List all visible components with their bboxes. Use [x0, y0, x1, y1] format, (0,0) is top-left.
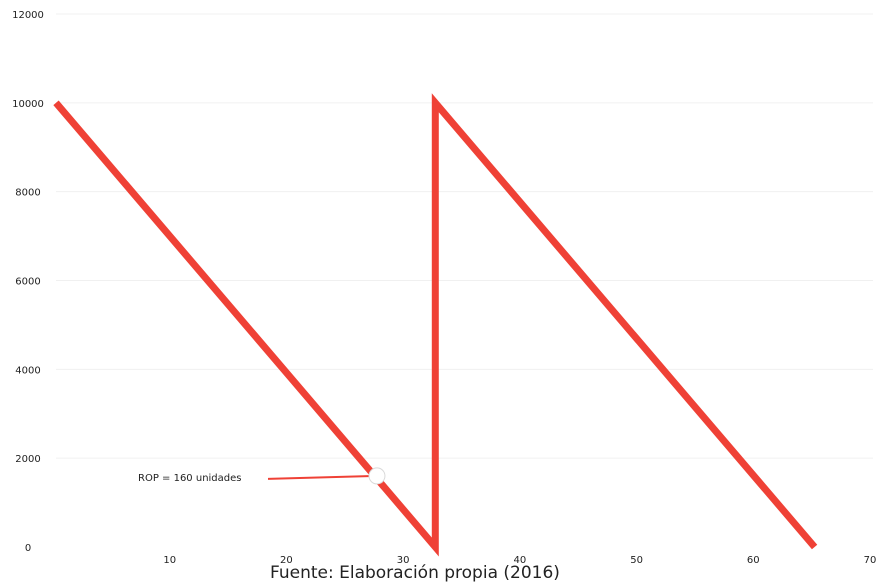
rop-annotation: ROP = 160 unidades — [138, 467, 386, 485]
y-tick-label: 8000 — [15, 188, 40, 199]
annotation-label: ROP = 160 unidades — [138, 473, 242, 484]
inventory-line — [53, 93, 818, 557]
x-tick-label: 50 — [630, 555, 643, 566]
source-caption: Fuente: Elaboración propia (2016) — [270, 563, 560, 583]
x-tick-label: 20 — [280, 555, 293, 566]
series-layer — [53, 93, 818, 557]
x-tick-label: 60 — [747, 555, 760, 566]
y-tick-label: 0 — [25, 543, 31, 554]
y-tick-label: 6000 — [15, 277, 40, 288]
y-axis-ticks: 0 2000 4000 6000 8000 10000 12000 — [12, 10, 44, 554]
x-axis-ticks: 10 20 30 40 50 60 70 — [163, 555, 876, 566]
y-tick-label: 10000 — [12, 99, 44, 110]
y-tick-label: 12000 — [12, 10, 44, 21]
y-tick-label: 2000 — [15, 454, 40, 465]
x-tick-label: 30 — [397, 555, 410, 566]
x-tick-label: 40 — [513, 555, 526, 566]
rop-point-marker — [368, 467, 386, 485]
gridlines — [56, 13, 873, 459]
y-tick-label: 4000 — [15, 365, 40, 376]
x-tick-label: 70 — [864, 555, 877, 566]
annotation-leader-line — [267, 474, 377, 480]
x-tick-label: 10 — [163, 555, 176, 566]
